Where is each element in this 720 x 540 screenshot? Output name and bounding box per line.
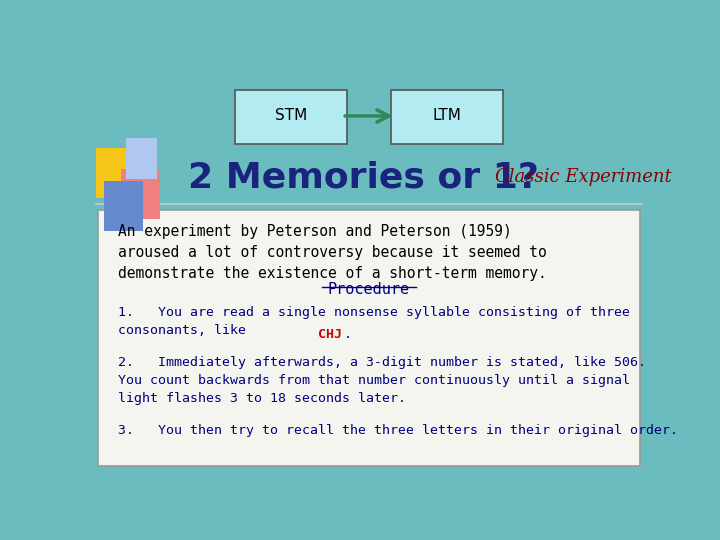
- Bar: [96, 148, 135, 198]
- Bar: [104, 181, 143, 231]
- FancyBboxPatch shape: [392, 90, 503, 144]
- FancyBboxPatch shape: [99, 210, 639, 466]
- Text: CHJ: CHJ: [318, 328, 342, 341]
- Text: An experiment by Peterson and Peterson (1959)
aroused a lot of controversy becau: An experiment by Peterson and Peterson (…: [118, 224, 546, 281]
- Bar: [121, 168, 160, 219]
- Text: 1.   You are read a single nonsense syllable consisting of three
consonants, lik: 1. You are read a single nonsense syllab…: [118, 306, 630, 337]
- Text: 3.   You then try to recall the three letters in their original order.: 3. You then try to recall the three lett…: [118, 424, 678, 437]
- Bar: [126, 138, 157, 179]
- Text: 2 Memories or 1?: 2 Memories or 1?: [188, 160, 539, 194]
- Text: Classic Experiment: Classic Experiment: [495, 168, 671, 186]
- Text: Procedure: Procedure: [328, 282, 410, 297]
- Text: 2.   Immediately afterwards, a 3-digit number is stated, like 506.
You count bac: 2. Immediately afterwards, a 3-digit num…: [118, 356, 646, 405]
- Text: STM: STM: [275, 109, 307, 124]
- Text: LTM: LTM: [433, 109, 462, 124]
- Text: .: .: [344, 328, 352, 341]
- FancyBboxPatch shape: [235, 90, 347, 144]
